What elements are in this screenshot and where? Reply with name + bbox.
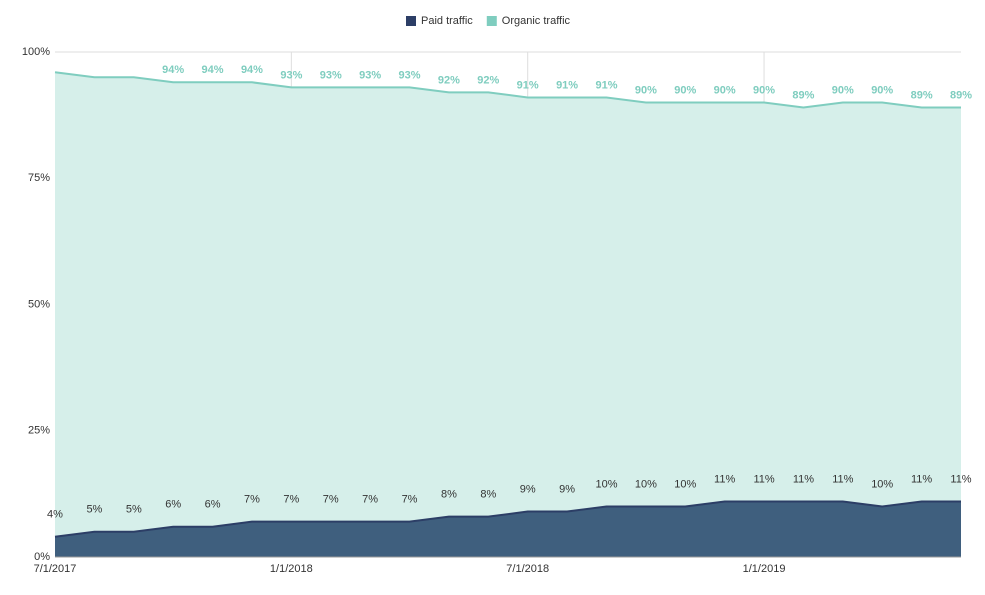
data-label: 93% bbox=[280, 69, 302, 81]
data-label: 90% bbox=[635, 84, 657, 96]
area-fill bbox=[55, 72, 961, 557]
data-label: 7% bbox=[402, 494, 418, 506]
data-label: 7% bbox=[362, 494, 378, 506]
data-label: 89% bbox=[792, 89, 814, 101]
data-label: 92% bbox=[438, 74, 460, 86]
data-label: 10% bbox=[674, 478, 696, 490]
data-label: 94% bbox=[162, 64, 184, 76]
area-line bbox=[54, 71, 961, 109]
data-label: 10% bbox=[871, 478, 893, 490]
data-label: 91% bbox=[517, 79, 539, 91]
data-label: 4% bbox=[47, 509, 63, 521]
data-label: 90% bbox=[753, 84, 775, 96]
data-label: 90% bbox=[832, 84, 854, 96]
y-tick-label: 75% bbox=[28, 172, 50, 184]
data-label: 7% bbox=[283, 494, 299, 506]
data-label: 90% bbox=[871, 84, 893, 96]
data-label: 8% bbox=[480, 489, 496, 501]
data-label: 9% bbox=[520, 483, 536, 495]
x-tick-label: 7/1/2018 bbox=[506, 563, 549, 575]
data-label: 7% bbox=[323, 494, 339, 506]
data-label: 7% bbox=[244, 494, 260, 506]
data-label: 93% bbox=[320, 69, 342, 81]
y-tick-label: 100% bbox=[22, 46, 50, 58]
data-label: 90% bbox=[714, 84, 736, 96]
x-tick-label: 7/1/2017 bbox=[34, 563, 77, 575]
x-tick-label: 1/1/2019 bbox=[743, 563, 786, 575]
y-tick-label: 25% bbox=[28, 425, 50, 437]
data-label: 10% bbox=[635, 478, 657, 490]
legend-swatch bbox=[406, 16, 416, 26]
data-label: 94% bbox=[202, 64, 224, 76]
data-label: 11% bbox=[714, 473, 735, 485]
data-label: 10% bbox=[595, 478, 617, 490]
y-tick-label: 50% bbox=[28, 298, 50, 310]
data-label: 11% bbox=[950, 473, 971, 485]
data-label: 91% bbox=[556, 79, 578, 91]
data-label: 94% bbox=[241, 64, 263, 76]
data-label: 92% bbox=[477, 74, 499, 86]
data-label: 9% bbox=[559, 483, 575, 495]
data-label: 93% bbox=[359, 69, 381, 81]
legend-label: Organic traffic bbox=[502, 15, 571, 27]
data-label: 89% bbox=[950, 89, 972, 101]
y-tick-label: 0% bbox=[34, 551, 50, 563]
area-line bbox=[54, 500, 961, 538]
legend-swatch bbox=[486, 16, 497, 26]
data-label: 11% bbox=[753, 473, 774, 485]
data-label: 5% bbox=[126, 504, 142, 516]
data-label: 6% bbox=[165, 499, 181, 511]
area-fill bbox=[55, 501, 961, 557]
legend-label: Paid traffic bbox=[421, 15, 473, 27]
data-label: 93% bbox=[399, 69, 421, 81]
x-tick-label: 1/1/2018 bbox=[270, 563, 313, 575]
data-label: 6% bbox=[205, 499, 221, 511]
data-label: 11% bbox=[832, 473, 853, 485]
data-label: 11% bbox=[911, 473, 932, 485]
data-label: 11% bbox=[793, 473, 814, 485]
data-label: 90% bbox=[674, 84, 696, 96]
data-label: 91% bbox=[595, 79, 617, 91]
data-label: 89% bbox=[911, 89, 933, 101]
data-label: 8% bbox=[441, 489, 457, 501]
data-label: 5% bbox=[86, 504, 102, 516]
